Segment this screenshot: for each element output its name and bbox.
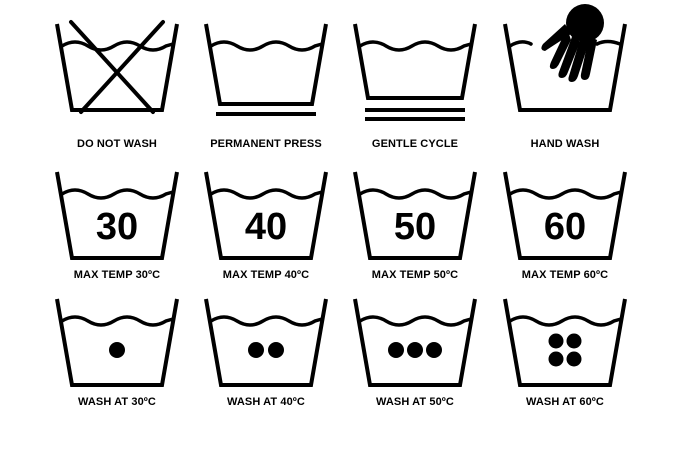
symbol-label: MAX TEMP 60ºC	[521, 269, 609, 281]
do-not-wash-icon	[55, 20, 179, 114]
symbol-label: WASH AT 30ºC	[78, 396, 156, 408]
max-temp-40-icon: 40	[204, 171, 328, 260]
temperature-value: 40	[245, 206, 287, 248]
symbol-label: PERMANENT PRESS	[210, 138, 322, 150]
gentle-cycle-icon	[353, 23, 477, 121]
hand-icon	[541, 4, 604, 82]
temperature-dot	[109, 342, 125, 358]
max-temp-60-icon: 60	[503, 171, 627, 260]
temperature-dot	[407, 342, 423, 358]
max-temp-50-icon: 50	[353, 171, 477, 260]
temperature-dot	[388, 342, 404, 358]
wash-at-30-icon	[55, 298, 179, 387]
symbol-label: DO NOT WASH	[77, 138, 157, 150]
max-temp-30-icon: 30	[55, 171, 179, 260]
symbol-label: GENTLE CYCLE	[371, 138, 459, 150]
temperature-dot	[566, 351, 582, 367]
symbol-label: MAX TEMP 30ºC	[73, 269, 161, 281]
symbol-label: HAND WASH	[530, 138, 600, 150]
temperature-value: 30	[96, 206, 138, 248]
temperature-dot	[268, 342, 284, 358]
symbol-label: WASH AT 50ºC	[376, 396, 454, 408]
temperature-dot	[566, 333, 582, 349]
symbol-label: WASH AT 40ºC	[227, 396, 305, 408]
temperature-dots	[388, 342, 442, 358]
temperature-dot	[548, 333, 564, 349]
symbol-label: MAX TEMP 40ºC	[222, 269, 310, 281]
temperature-value: 50	[394, 206, 436, 248]
permanent-press-icon	[204, 23, 328, 116]
temperature-dot	[548, 351, 564, 367]
wash-at-50-icon	[353, 298, 477, 387]
symbol-label: WASH AT 60ºC	[526, 396, 604, 408]
temperature-dots	[548, 333, 582, 367]
wash-at-60-icon	[503, 298, 627, 387]
temperature-dots	[248, 342, 284, 358]
temperature-dot	[426, 342, 442, 358]
symbol-label: MAX TEMP 50ºC	[371, 269, 459, 281]
wash-at-40-icon	[204, 298, 328, 387]
temperature-value: 60	[544, 206, 586, 248]
temperature-dots	[109, 342, 125, 358]
hand-wash-icon	[503, 4, 627, 112]
temperature-dot	[248, 342, 264, 358]
